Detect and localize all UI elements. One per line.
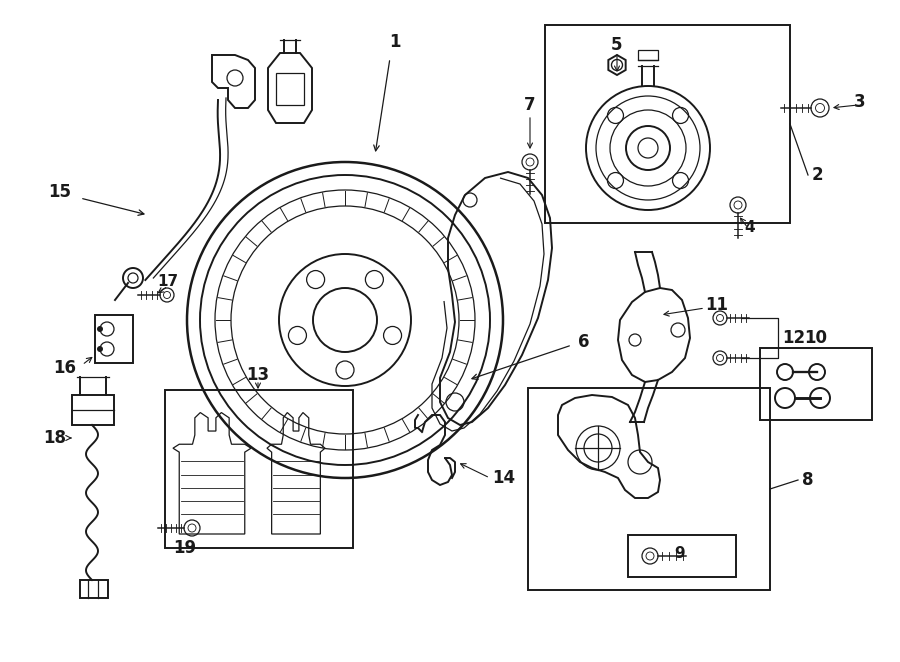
Text: 11: 11: [705, 296, 728, 314]
Text: 3: 3: [854, 93, 866, 111]
Text: 4: 4: [744, 220, 755, 236]
Text: 17: 17: [158, 275, 178, 289]
Text: 13: 13: [247, 366, 270, 384]
Text: 8: 8: [802, 471, 814, 489]
Text: 2: 2: [812, 166, 824, 184]
Bar: [638, 50, 658, 60]
Text: 10: 10: [805, 329, 827, 347]
Bar: [165, 390, 353, 548]
Circle shape: [97, 326, 103, 332]
Text: 5: 5: [611, 36, 623, 54]
Bar: [80, 580, 108, 598]
Text: 9: 9: [675, 545, 685, 561]
Text: 12: 12: [782, 329, 806, 347]
Text: 1: 1: [389, 33, 400, 51]
Text: 15: 15: [49, 183, 71, 201]
Text: 16: 16: [53, 359, 76, 377]
Bar: [276, 73, 304, 105]
Bar: [95, 315, 133, 363]
Circle shape: [97, 346, 103, 352]
Text: 7: 7: [524, 96, 536, 114]
Bar: [72, 395, 114, 425]
Bar: [545, 25, 790, 223]
Bar: [528, 388, 770, 590]
Text: 18: 18: [43, 429, 67, 447]
Text: 14: 14: [492, 469, 515, 487]
Text: 6: 6: [578, 333, 590, 351]
Text: 19: 19: [174, 539, 196, 557]
Bar: [628, 535, 736, 577]
Bar: [760, 348, 872, 420]
